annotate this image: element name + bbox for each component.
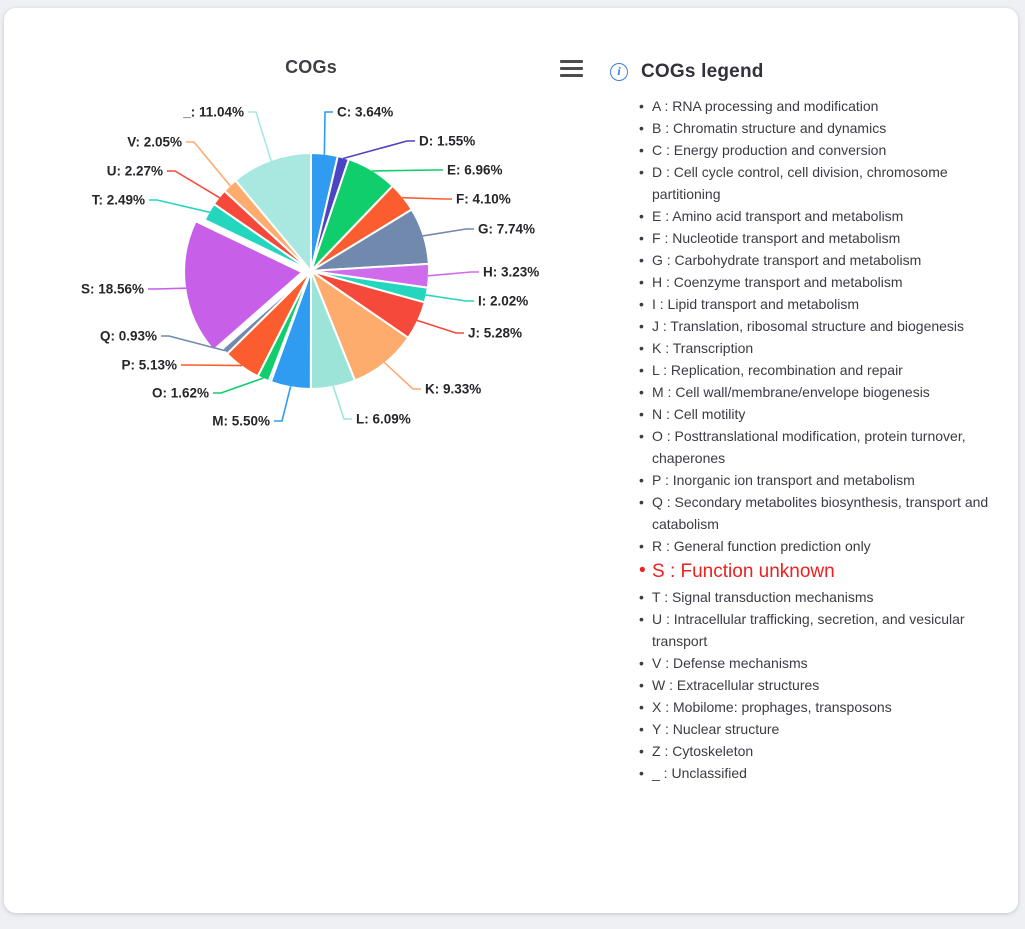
legend-item-E[interactable]: E : Amino acid transport and metabolism [639, 205, 1002, 227]
pie-label-line-P [181, 364, 243, 367]
legend-item-Z[interactable]: Z : Cytoskeleton [639, 740, 1002, 762]
pie-label-line-V [186, 141, 232, 187]
pie-label-G: G: 7.74% [478, 222, 535, 237]
pie-label-line-H [427, 271, 479, 277]
pie-label-E: E: 6.96% [447, 163, 503, 178]
hamburger-menu-icon [560, 60, 583, 64]
pie-label-line-T [149, 199, 210, 214]
legend-item-B[interactable]: B : Chromatin structure and dynamics [639, 117, 1002, 139]
pie-label-line-U [167, 170, 221, 199]
pie-label-T: T: 2.49% [92, 193, 145, 208]
legend-title: COGs legend [641, 61, 764, 82]
legend-item-F[interactable]: F : Nucleotide transport and metabolism [639, 227, 1002, 249]
toolbox-menu-button[interactable] [560, 60, 583, 77]
legend-item-L[interactable]: L : Replication, recombination and repai… [639, 359, 1002, 381]
legend-item-T[interactable]: T : Signal transduction mechanisms [639, 586, 1002, 608]
pie-label-line-S [148, 287, 187, 290]
pie-label-line-M [274, 386, 292, 422]
pie-label-line-K [383, 361, 421, 390]
legend-item-C[interactable]: C : Energy production and conversion [639, 139, 1002, 161]
pie-label-_: _: 11.04% [182, 105, 244, 120]
legend-item-N[interactable]: N : Cell motility [639, 403, 1002, 425]
legend-item-P[interactable]: P : Inorganic ion transport and metaboli… [639, 469, 1002, 491]
cogs-pie-chart: C: 3.64% D: 1.55% E: 6.96% F: 4.10% G: 7.74%… [81, 105, 539, 429]
pie-label-I: I: 2.02% [478, 294, 528, 309]
pie-label-S: S: 18.56% [81, 282, 144, 297]
pie-label-K: K: 9.33% [425, 382, 481, 397]
pie-label-line-C [323, 111, 333, 155]
cogs-legend-panel: i COGs legend A : RNA processing and mod… [610, 58, 1014, 784]
hamburger-menu-icon [560, 73, 583, 77]
legend-item-D[interactable]: D : Cell cycle control, cell division, c… [639, 161, 1002, 205]
pie-label-line-I [425, 294, 474, 302]
pie-label-D: D: 1.55% [419, 134, 475, 149]
pie-label-line-G [422, 228, 474, 237]
pie-label-line-O [213, 377, 264, 394]
legend-item-Y[interactable]: Y : Nuclear structure [639, 718, 1002, 740]
pie-label-M: M: 5.50% [212, 414, 270, 429]
legend-item-R[interactable]: R : General function prediction only [639, 535, 1002, 557]
legend-list: A : RNA processing and modificationB : C… [610, 95, 1002, 784]
pie-label-Q: Q: 0.93% [100, 329, 157, 344]
pie-label-J: J: 5.28% [468, 326, 522, 341]
legend-item-M[interactable]: M : Cell wall/membrane/envelope biogenes… [639, 381, 1002, 403]
legend-item-S[interactable]: S : Function unknown [639, 557, 1002, 586]
legend-item-U[interactable]: U : Intracellular trafficking, secretion… [639, 608, 1002, 652]
legend-item-G[interactable]: G : Carbohydrate transport and metabolis… [639, 249, 1002, 271]
hamburger-menu-icon [560, 66, 583, 71]
pie-label-line-J [416, 319, 464, 334]
legend-header: i COGs legend [610, 58, 1014, 86]
legend-item-K[interactable]: K : Transcription [639, 337, 1002, 359]
pie-slice-Q[interactable] [221, 270, 312, 355]
info-circle-icon[interactable]: i [610, 63, 628, 81]
pie-label-line-L [332, 385, 352, 420]
legend-item-X[interactable]: X : Mobilome: prophages, transposons [639, 696, 1002, 718]
legend-item-O[interactable]: O : Posttranslational modification, prot… [639, 425, 1002, 469]
pie-label-line-Q [161, 335, 226, 352]
pie-label-L: L: 6.09% [356, 412, 411, 427]
pie-label-line-F [402, 196, 452, 200]
pie-label-line-E [371, 169, 443, 172]
legend-item-W[interactable]: W : Extracellular structures [639, 674, 1002, 696]
chart-card: COGs C: 3.64% D: 1.55% E: 6.96% F: 4.10% G: … [4, 8, 1018, 913]
legend-item-Q[interactable]: Q : Secondary metabolites biosynthesis, … [639, 491, 1002, 535]
pie-label-H: H: 3.23% [483, 265, 539, 280]
legend-item-I[interactable]: I : Lipid transport and metabolism [639, 293, 1002, 315]
pie-label-line-D [342, 140, 415, 160]
pie-label-P: P: 5.13% [121, 358, 177, 373]
chart-title: COGs [285, 57, 337, 77]
legend-item-_[interactable]: _ : Unclassified [639, 762, 1002, 784]
legend-item-J[interactable]: J : Translation, ribosomal structure and… [639, 315, 1002, 337]
pie-label-V: V: 2.05% [127, 135, 182, 150]
pie-label-F: F: 4.10% [456, 192, 511, 207]
pie-label-line-_ [248, 111, 272, 162]
pie-label-U: U: 2.27% [107, 164, 163, 179]
legend-item-A[interactable]: A : RNA processing and modification [639, 95, 1002, 117]
legend-item-H[interactable]: H : Coenzyme transport and metabolism [639, 271, 1002, 293]
pie-label-C: C: 3.64% [337, 105, 393, 120]
pie-label-O: O: 1.62% [152, 386, 209, 401]
legend-item-V[interactable]: V : Defense mechanisms [639, 652, 1002, 674]
